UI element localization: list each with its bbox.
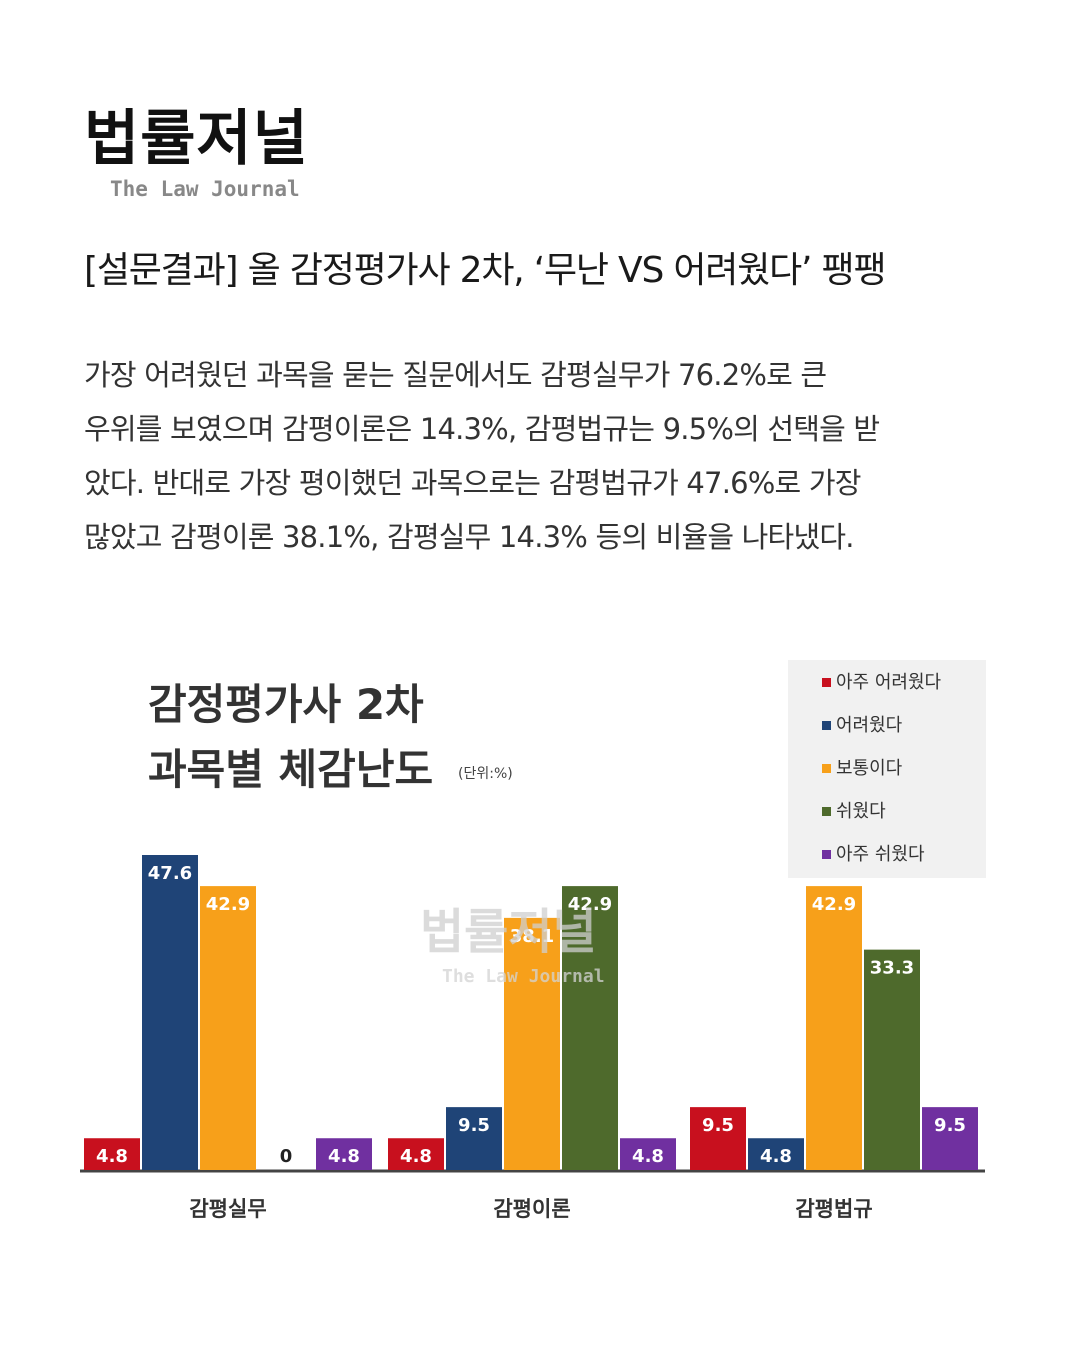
legend-swatch (822, 807, 831, 816)
bar-value-label: 4.8 (632, 1146, 664, 1167)
chart-unit-label: (단위:%) (458, 766, 513, 782)
legend-label: 아주 쉬웠다 (836, 844, 925, 865)
category-label: 감평실무 (189, 1197, 266, 1221)
bar (504, 917, 560, 1170)
legend-label: 아주 어려웠다 (836, 672, 942, 693)
legend-label: 보통이다 (836, 758, 903, 779)
bar (316, 1138, 372, 1170)
category-label: 감평이론 (493, 1197, 570, 1221)
article-headline: [설문결과] 올 감정평가사 2차, ‘무난 VS 어려웠다’ 팽팽 (84, 250, 887, 291)
body-line: 가장 어려웠던 과목을 묻는 질문에서도 감평실무가 76.2%로 큰 (84, 358, 827, 392)
bar (200, 886, 256, 1170)
bar (864, 949, 920, 1170)
body-line: 았다. 반대로 가장 평이했던 과목으로는 감평법규가 47.6%로 가장 (84, 466, 861, 500)
body-line: 우위를 보였으며 감평이론은 14.3%, 감평법규는 9.5%의 선택을 받 (84, 412, 880, 446)
bar (562, 886, 618, 1170)
bar (806, 886, 862, 1170)
bar-value-label: 9.5 (702, 1115, 734, 1136)
watermark-tagline: The Law Journal (442, 966, 605, 987)
bar (84, 1138, 140, 1170)
bar-value-label: 0 (280, 1146, 293, 1167)
bar-value-label: 4.8 (760, 1146, 792, 1167)
bar-value-label: 42.9 (568, 894, 612, 915)
legend-swatch (822, 850, 831, 859)
body-line: 많았고 감평이론 38.1%, 감평실무 14.3% 등의 비율을 나타냈다. (84, 520, 854, 554)
chart-legend-box (788, 660, 986, 878)
bar (690, 1107, 746, 1170)
logo-wordmark: 법률저널 (84, 104, 309, 174)
legend-label: 어려웠다 (836, 715, 903, 736)
legend-swatch (822, 678, 831, 687)
logo-tagline: The Law Journal (110, 177, 300, 201)
bar (620, 1138, 676, 1170)
bar-value-label: 9.5 (458, 1115, 490, 1136)
chart-title-line-1: 감정평가사 2차 (148, 680, 424, 729)
legend-swatch (822, 721, 831, 730)
logo: 법률저널 The Law Journal (84, 104, 374, 204)
bar (142, 855, 198, 1170)
legend-swatch (822, 764, 831, 773)
bar (388, 1138, 444, 1170)
bar (446, 1107, 502, 1170)
chart-title-line-2: 과목별 체감난도 (148, 745, 433, 794)
bar (922, 1107, 978, 1170)
bar-value-label: 4.8 (96, 1146, 128, 1167)
article-body: 가장 어려웠던 과목을 묻는 질문에서도 감평실무가 76.2%로 큰 우위를 … (84, 348, 1002, 564)
bar (748, 1138, 804, 1170)
bar-value-label: 42.9 (206, 894, 250, 915)
legend-label: 쉬웠다 (836, 801, 886, 822)
watermark-wordmark: 법률저널 (420, 904, 597, 960)
bar-value-label: 4.8 (400, 1146, 432, 1167)
bar-value-label: 38.1 (510, 926, 554, 947)
bar-value-label: 9.5 (934, 1115, 966, 1136)
bar-value-label: 4.8 (328, 1146, 360, 1167)
bar-value-label: 47.6 (148, 863, 192, 884)
bar-value-label: 33.3 (870, 958, 914, 979)
category-label: 감평법규 (795, 1197, 872, 1221)
bar-value-label: 42.9 (812, 894, 856, 915)
